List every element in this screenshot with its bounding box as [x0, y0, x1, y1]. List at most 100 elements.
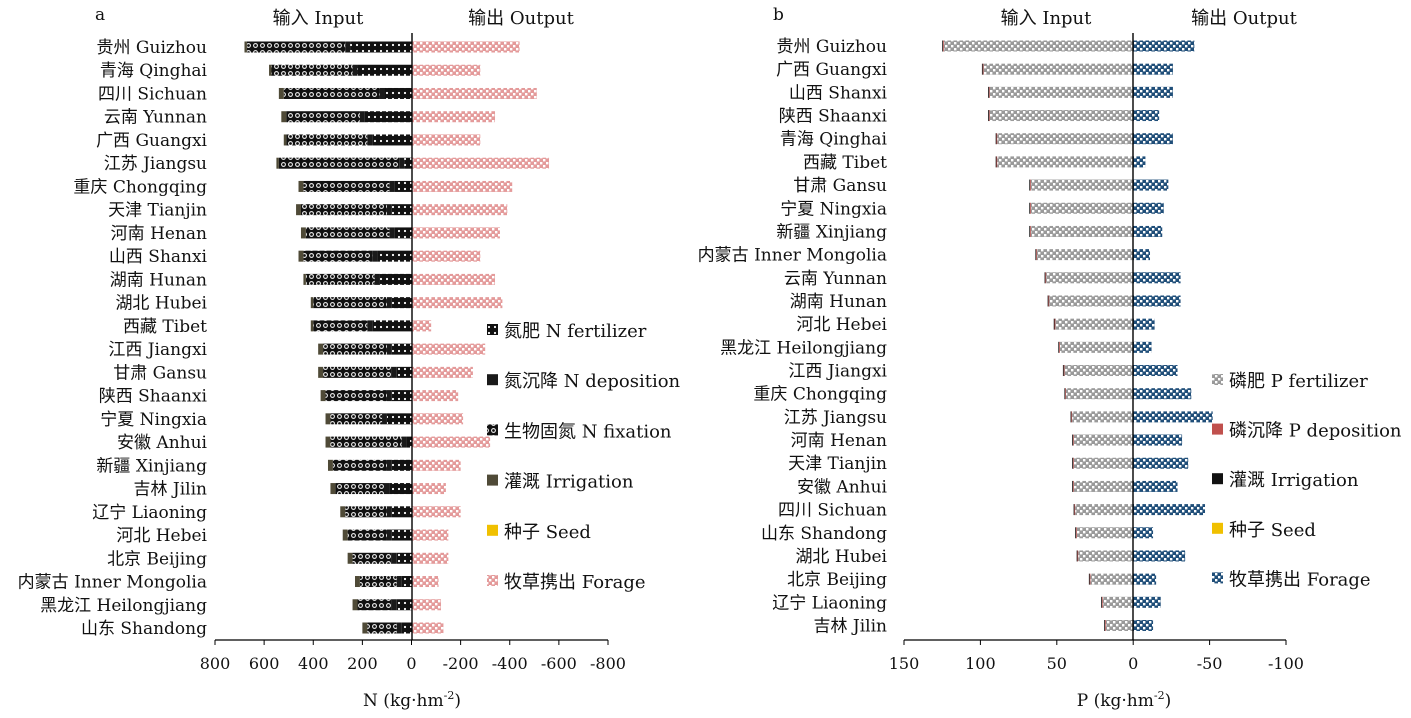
bar-solid-8 — [1029, 225, 1031, 237]
bar-solid-7 — [386, 204, 392, 216]
bar-fix-24 — [357, 599, 392, 611]
bar-solid-0 — [942, 40, 943, 52]
category-label: 新疆 Xinjiang — [776, 222, 887, 242]
bar-forage-13 — [411, 343, 486, 355]
bar-solid-21 — [1075, 527, 1076, 539]
bar-solid-4 — [283, 134, 287, 146]
bar-solid-10 — [1044, 272, 1046, 284]
bar-solid-25 — [396, 622, 402, 634]
bar-pforage-24 — [1133, 596, 1161, 608]
bar-pforage-20 — [1133, 504, 1206, 516]
bar-pfert-16 — [1072, 411, 1134, 423]
bar-pfert-7 — [1030, 202, 1134, 214]
x-tick-label: 100 — [965, 654, 996, 673]
bar-solid-5 — [995, 156, 997, 168]
legend-label: 磷肥 P fertilizer — [1229, 371, 1368, 392]
bar-pforage-12 — [1133, 318, 1155, 330]
bar-pforage-13 — [1133, 341, 1152, 353]
bar-fix-17 — [330, 436, 402, 448]
bar-fix-2 — [283, 87, 380, 99]
legend-label: 灌溉 Irrigation — [1229, 470, 1359, 491]
bar-fix-12 — [313, 320, 368, 332]
bar-fert-13 — [391, 343, 412, 355]
category-label: 广西 Guangxi — [776, 60, 887, 80]
category-label: 新疆 Xinjiang — [96, 456, 207, 476]
x-tick-label: 200 — [347, 654, 378, 673]
legend-swatch — [1212, 374, 1223, 385]
bar-solid-2 — [988, 86, 990, 98]
bar-pfert-21 — [1076, 527, 1134, 539]
bar-fix-10 — [305, 273, 375, 285]
bar-pforage-7 — [1133, 202, 1164, 214]
category-label: 天津 Tianjin — [108, 201, 207, 221]
category-label: 辽宁 Liaoning — [92, 503, 207, 523]
x-tick-label: 0 — [406, 654, 416, 673]
bar-forage-0 — [411, 41, 520, 53]
bar-pfert-10 — [1046, 272, 1134, 284]
bar-pforage-5 — [1133, 156, 1146, 168]
bar-solid-3 — [988, 110, 989, 122]
bar-solid-19 — [1072, 480, 1073, 492]
bar-fix-11 — [313, 297, 387, 309]
x-tick-label: 800 — [200, 654, 231, 673]
legend-label: 牧草携出 Forage — [504, 572, 646, 593]
bar-solid-20 — [340, 506, 346, 518]
bar-solid-23 — [1088, 573, 1090, 585]
bar-fix-22 — [352, 552, 392, 564]
bar-solid-16 — [325, 413, 331, 425]
bar-solid-10 — [303, 273, 306, 285]
category-label: 黑龙江 Heilongjiang — [40, 596, 207, 616]
x-tick-label: 150 — [889, 654, 920, 673]
bar-fert-16 — [386, 413, 412, 425]
bar-solid-11 — [386, 297, 392, 309]
category-label: 湖南 Hunan — [110, 270, 207, 290]
bar-fert-20 — [391, 506, 412, 518]
bar-solid-8 — [389, 227, 395, 239]
bar-solid-12 — [310, 320, 314, 332]
bar-solid-13 — [1059, 341, 1060, 353]
bar-fert-2 — [384, 87, 412, 99]
category-label: 西藏 Tibet — [803, 153, 887, 173]
x-axis-label: P (kg·hm-2) — [1077, 689, 1172, 711]
x-tick-label: -50 — [1197, 654, 1223, 673]
category-label: 四川 Sichuan — [98, 84, 207, 104]
bar-fert-1 — [357, 64, 412, 76]
legend-label: 氮肥 N fertilizer — [504, 321, 647, 342]
bar-solid-13 — [386, 343, 392, 355]
bar-fert-22 — [396, 552, 412, 564]
bar-solid-21 — [342, 529, 348, 541]
category-label: 江西 Jiangxi — [788, 362, 887, 382]
category-label: 青海 Qinghai — [100, 61, 208, 81]
bar-solid-4 — [995, 133, 997, 145]
bar-solid-16 — [1071, 411, 1073, 423]
bar-fert-12 — [372, 320, 412, 332]
bar-solid-19 — [1072, 480, 1074, 492]
bar-fert-10 — [379, 273, 412, 285]
bar-forage-25 — [411, 622, 444, 634]
bar-pfert-1 — [983, 63, 1134, 75]
bar-solid-14 — [391, 366, 397, 378]
bar-solid-14 — [1062, 365, 1064, 377]
bar-pforage-16 — [1133, 411, 1213, 423]
bar-pforage-19 — [1133, 480, 1178, 492]
bar-forage-11 — [411, 297, 503, 309]
bar-forage-2 — [411, 87, 537, 99]
panel-a: a 输入 Input 输出 Output 贵州 Guizhou 青海 Qinghai 四川… — [18, 5, 681, 711]
bar-fix-6 — [303, 180, 390, 192]
bar-forage-21 — [411, 529, 449, 541]
bar-fix-19 — [335, 483, 385, 495]
bar-forage-15 — [411, 390, 459, 402]
bar-solid-12 — [1054, 318, 1056, 330]
category-label: 内蒙古 Inner Mongolia — [698, 246, 887, 266]
category-label: 宁夏 Ningxia — [780, 199, 887, 219]
category-label: 云南 Yunnan — [104, 108, 207, 128]
bar-solid-18 — [327, 459, 333, 471]
bar-pfert-11 — [1049, 295, 1134, 307]
bar-solid-19 — [384, 483, 390, 495]
bar-solid-24 — [391, 599, 397, 611]
bar-solid-1 — [982, 63, 984, 75]
bar-fert-3 — [364, 111, 412, 123]
bar-solid-3 — [359, 111, 365, 123]
bar-fix-15 — [325, 390, 387, 402]
